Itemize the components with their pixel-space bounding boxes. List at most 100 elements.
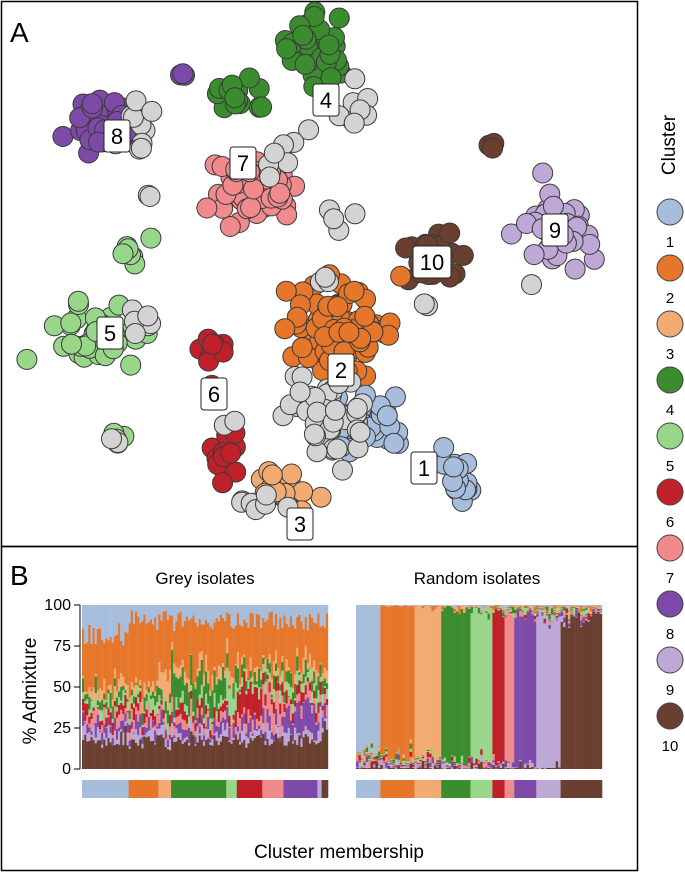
bar-segment-cluster-4 bbox=[162, 698, 165, 699]
bar-segment-cluster-6 bbox=[255, 687, 259, 720]
bar-segment-cluster-3 bbox=[120, 673, 123, 687]
bar-segment-cluster-10 bbox=[124, 725, 127, 769]
bar-segment-cluster-2 bbox=[524, 605, 527, 607]
bar-segment-cluster-3 bbox=[323, 667, 327, 679]
bar-segment-cluster-3 bbox=[287, 667, 291, 671]
bar-segment-cluster-1 bbox=[365, 605, 369, 745]
bar-segment-cluster-6 bbox=[475, 758, 478, 765]
bar-segment-cluster-9 bbox=[543, 623, 547, 769]
cluster-label-box-10 bbox=[412, 245, 452, 279]
bar-segment-cluster-3 bbox=[262, 655, 265, 658]
bar-segment-cluster-1 bbox=[283, 605, 286, 616]
bar-segment-cluster-1 bbox=[287, 605, 291, 627]
bar-segment-cluster-6 bbox=[565, 608, 569, 613]
bar-segment-cluster-5 bbox=[268, 672, 271, 683]
cluster-label-box-2 bbox=[327, 353, 355, 387]
bar-segment-cluster-5 bbox=[162, 698, 165, 710]
bar-segment-cluster-5 bbox=[266, 669, 269, 675]
point-unassigned bbox=[314, 266, 336, 288]
bar-segment-cluster-7 bbox=[560, 610, 564, 612]
bar-segment-cluster-4 bbox=[175, 677, 178, 698]
bar-segment-cluster-6 bbox=[92, 707, 95, 712]
bar-segment-cluster-7 bbox=[419, 761, 422, 766]
bar-segment-cluster-2 bbox=[509, 605, 513, 608]
bar-segment-cluster-5 bbox=[298, 675, 301, 681]
bar-segment-cluster-9 bbox=[541, 615, 544, 768]
bar-segment-cluster-9 bbox=[407, 766, 410, 768]
bar-segment-cluster-6 bbox=[494, 608, 498, 766]
bar-segment-cluster-4 bbox=[151, 691, 155, 699]
bar-segment-cluster-7 bbox=[294, 706, 297, 712]
bar-segment-cluster-5 bbox=[236, 687, 240, 692]
bar-segment-cluster-1 bbox=[115, 605, 119, 635]
legend-swatch-4 bbox=[656, 366, 684, 394]
bar-segment-cluster-6 bbox=[594, 608, 598, 610]
bar-segment-cluster-2 bbox=[120, 640, 123, 674]
bar-segment-cluster-4 bbox=[363, 760, 366, 762]
bar-segment-cluster-6 bbox=[245, 694, 248, 724]
bar-segment-cluster-10 bbox=[151, 740, 155, 769]
bar-segment-cluster-4 bbox=[584, 607, 588, 610]
bar-segment-cluster-9 bbox=[130, 728, 134, 740]
bar-segment-cluster-5 bbox=[88, 709, 91, 717]
bar-segment-cluster-6 bbox=[228, 715, 231, 728]
bar-segment-cluster-10 bbox=[528, 767, 532, 769]
bar-segment-cluster-7 bbox=[230, 725, 233, 741]
bar-segment-cluster-1 bbox=[570, 605, 573, 607]
bar-segment-cluster-4 bbox=[287, 670, 291, 684]
bar-segment-cluster-5 bbox=[103, 699, 106, 705]
bar-segment-cluster-10 bbox=[287, 741, 291, 769]
point-unassigned bbox=[343, 112, 365, 134]
bar-segment-cluster-5 bbox=[94, 693, 98, 711]
bar-segment-cluster-8 bbox=[455, 767, 459, 769]
bar-segment-cluster-5 bbox=[228, 688, 231, 716]
bar-segment-cluster-8 bbox=[306, 697, 310, 730]
bar-segment-cluster-7 bbox=[207, 710, 210, 717]
bar-segment-cluster-7 bbox=[274, 691, 278, 710]
bar-segment-cluster-4 bbox=[399, 762, 403, 765]
bar-segment-cluster-6 bbox=[472, 763, 476, 766]
bar-segment-cluster-1 bbox=[587, 605, 591, 606]
bar-segment-cluster-3 bbox=[300, 673, 303, 682]
bar-segment-cluster-3 bbox=[243, 654, 246, 658]
bar-segment-cluster-9 bbox=[128, 746, 131, 749]
bar-segment-cluster-8 bbox=[281, 716, 284, 726]
bar-segment-cluster-8 bbox=[151, 720, 155, 728]
legend-label-2: 2 bbox=[666, 290, 674, 307]
bar-segment-cluster-9 bbox=[308, 731, 312, 744]
bar-segment-cluster-8 bbox=[143, 726, 146, 736]
bar-segment-cluster-2 bbox=[82, 628, 85, 676]
bar-segment-cluster-3 bbox=[416, 605, 420, 758]
bar-segment-cluster-8 bbox=[356, 761, 359, 768]
bar-segment-cluster-2 bbox=[196, 626, 199, 669]
bar-segment-cluster-1 bbox=[563, 605, 566, 606]
bar-segment-cluster-8 bbox=[107, 717, 110, 726]
bar-segment-cluster-7 bbox=[162, 718, 165, 723]
bar-segment-cluster-10 bbox=[154, 744, 157, 769]
bar-segment-cluster-9 bbox=[441, 763, 444, 769]
bar-segment-cluster-4 bbox=[480, 612, 483, 615]
bar-segment-cluster-7 bbox=[137, 710, 140, 722]
bar-segment-cluster-10 bbox=[541, 767, 544, 769]
bar-segment-cluster-7 bbox=[255, 719, 259, 729]
bar-segment-cluster-2 bbox=[107, 640, 110, 686]
bar-segment-cluster-10 bbox=[238, 744, 242, 769]
bar-segment-cluster-6 bbox=[224, 700, 227, 711]
bar-segment-cluster-1 bbox=[236, 605, 240, 614]
bar-segment-cluster-6 bbox=[268, 682, 271, 693]
bar-segment-cluster-1 bbox=[360, 605, 364, 759]
bar-segment-cluster-9 bbox=[304, 726, 307, 734]
bar-segment-cluster-2 bbox=[514, 605, 517, 606]
bar-segment-cluster-10 bbox=[563, 626, 566, 769]
bar-segment-cluster-6 bbox=[300, 691, 303, 706]
bar-segment-cluster-3 bbox=[283, 682, 286, 692]
bar-segment-cluster-7 bbox=[365, 755, 369, 756]
bar-segment-cluster-5 bbox=[115, 707, 119, 712]
point-unassigned bbox=[326, 438, 348, 460]
bar-segment-cluster-6 bbox=[382, 755, 386, 761]
bar-segment-cluster-7 bbox=[558, 611, 561, 614]
bar-segment-cluster-2 bbox=[109, 636, 112, 685]
bar-segment-cluster-8 bbox=[111, 738, 115, 746]
bar-segment-cluster-4 bbox=[96, 700, 100, 706]
bar-segment-cluster-8 bbox=[567, 623, 571, 627]
